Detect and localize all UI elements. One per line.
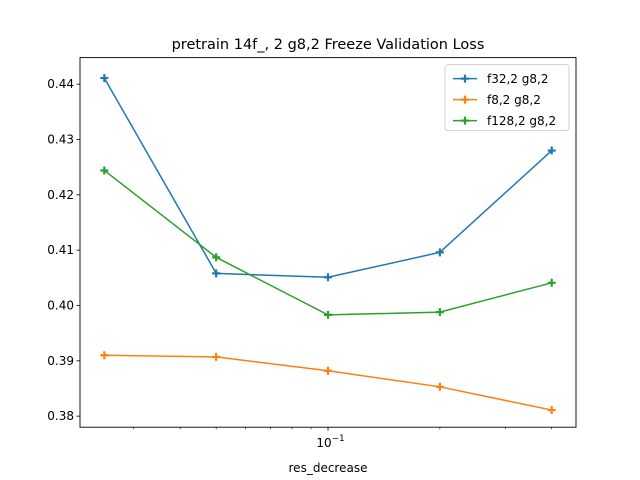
data-point: [100, 351, 109, 360]
legend-marker: [461, 95, 469, 104]
data-point: [100, 166, 109, 175]
data-point: [212, 352, 221, 361]
x-ticks: 10 −1: [133, 427, 553, 450]
x-tick-label: 10: [316, 436, 331, 450]
legend-label: f128,2 g8,2: [487, 114, 556, 128]
data-point: [324, 310, 333, 319]
x-axis-label: res_decrease: [289, 461, 368, 475]
y-tick-label: 0.38: [47, 409, 74, 423]
data-point: [212, 269, 221, 278]
y-tick-label: 0.44: [47, 77, 74, 91]
plot-series: [100, 74, 556, 415]
data-point: [435, 308, 444, 317]
legend-label: f32,2 g8,2: [487, 72, 548, 86]
series-1: [100, 351, 556, 415]
series-line: [103, 169, 552, 316]
data-point: [324, 273, 333, 282]
plot-area-frame: [79, 57, 577, 428]
x-tick-label-exponent: −1: [332, 434, 345, 444]
data-point: [435, 248, 444, 257]
series-2: [100, 166, 556, 319]
data-point: [212, 253, 221, 262]
data-point: [547, 406, 556, 415]
data-point: [435, 382, 444, 391]
data-point: [547, 146, 556, 155]
y-tick-label: 0.40: [47, 298, 74, 312]
series-line: [104, 354, 552, 411]
series-0: [100, 74, 556, 282]
data-point: [100, 74, 109, 83]
data-point: [324, 366, 333, 375]
legend: f32,2 g8,2 f8,2 g8,2 f128,2 g8,2: [444, 64, 570, 132]
legend-box: [444, 64, 570, 132]
y-tick-label: 0.41: [47, 243, 74, 257]
chart-title: pretrain 14f_, 2 g8,2 Freeze Validation …: [172, 37, 485, 53]
y-tick-label: 0.39: [47, 354, 74, 368]
y-tick-label: 0.42: [47, 188, 74, 202]
legend-label: f8,2 g8,2: [487, 93, 541, 107]
legend-marker: [461, 116, 469, 125]
data-point: [547, 278, 556, 287]
y-ticks: 0.38 0.39 0.40 0.41 0.42 0.43 0.44: [47, 77, 80, 423]
y-tick-label: 0.43: [47, 132, 74, 146]
legend-marker: [461, 74, 469, 83]
